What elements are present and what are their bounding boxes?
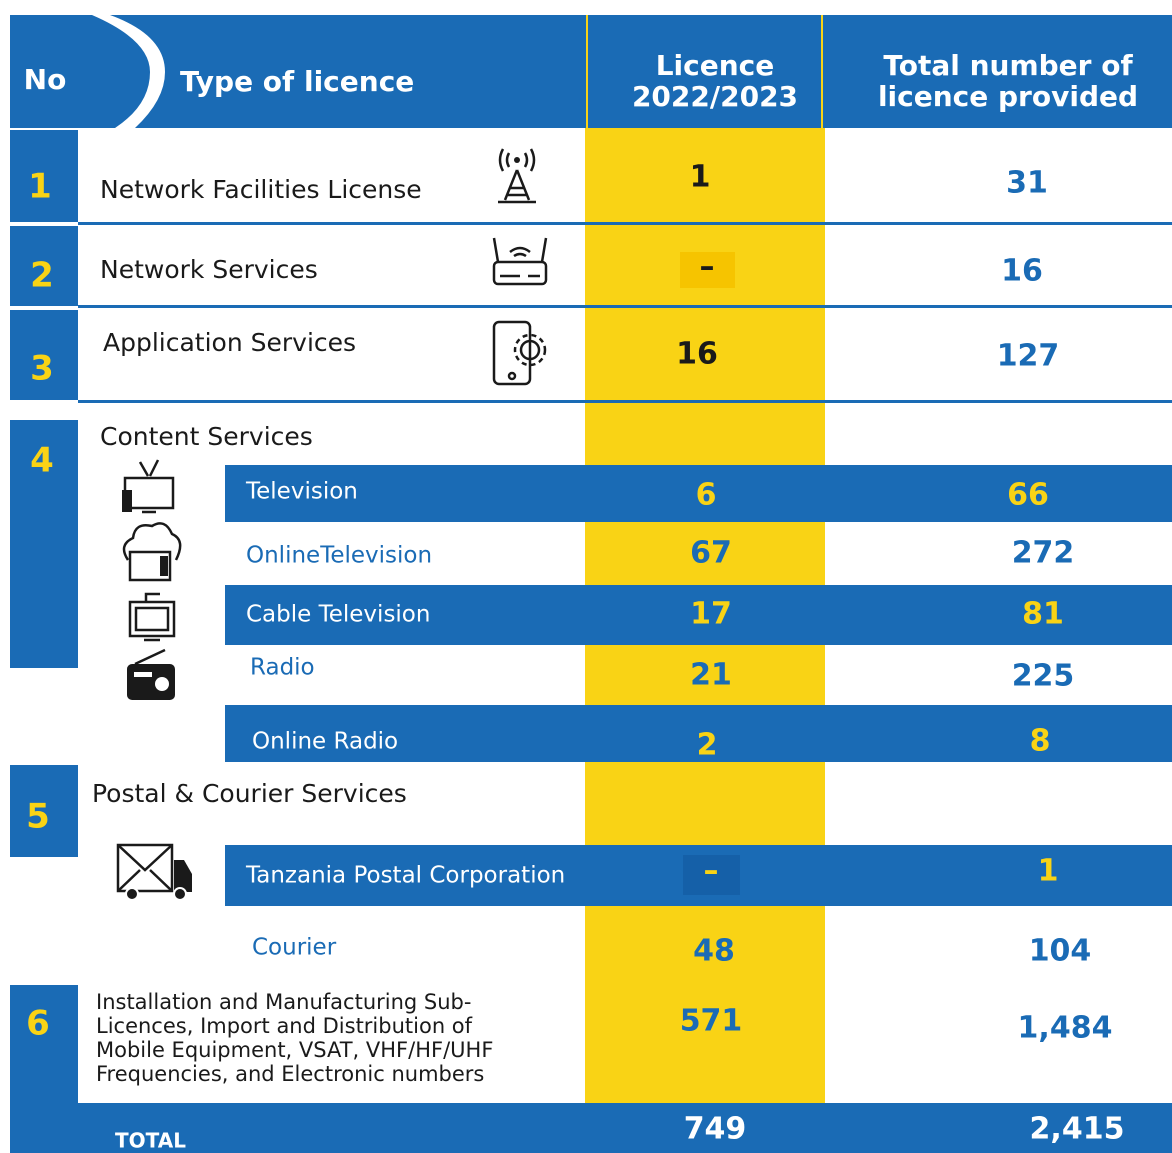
licence-count: – bbox=[704, 854, 719, 889]
licence-type: Network Facilities License bbox=[100, 175, 422, 204]
footer-band bbox=[10, 1103, 1172, 1153]
row-separator bbox=[78, 400, 1172, 403]
row-no: 4 bbox=[30, 441, 54, 481]
phone-gear-icon bbox=[492, 320, 547, 386]
header-arc bbox=[92, 15, 165, 128]
total-label: TOTAL bbox=[115, 1129, 186, 1153]
total-count: 127 bbox=[997, 339, 1060, 374]
header-licence: Licence bbox=[656, 49, 775, 82]
no-cell bbox=[10, 310, 78, 400]
header-no: No bbox=[24, 63, 67, 96]
sub-row-band bbox=[225, 585, 1172, 645]
total-count: 1 bbox=[1038, 854, 1059, 889]
radio-icon bbox=[127, 648, 175, 700]
dash-box bbox=[683, 855, 740, 895]
no-cell bbox=[10, 226, 78, 306]
licence-type: Mobile Equipment, VSAT, VHF/HF/UHF bbox=[96, 1038, 493, 1062]
total-count: 31 bbox=[1006, 166, 1048, 201]
licence-type: Postal & Courier Services bbox=[92, 779, 407, 808]
header-total: licence provided bbox=[878, 80, 1138, 113]
licence-type: Installation and Manufacturing Sub- bbox=[96, 990, 471, 1014]
total-count: 8 bbox=[1030, 724, 1051, 759]
tv-icon bbox=[122, 459, 175, 514]
sub-type: Cable Television bbox=[246, 602, 430, 628]
total-count: 1,484 bbox=[1018, 1011, 1113, 1046]
header-band bbox=[10, 15, 1172, 128]
row-no: 1 bbox=[28, 167, 52, 207]
licence-count: 1 bbox=[690, 160, 711, 195]
licence-count: 2 bbox=[697, 728, 718, 763]
no-cell bbox=[10, 985, 78, 1103]
total-licence: 749 bbox=[684, 1112, 747, 1147]
row-no: 6 bbox=[26, 1004, 50, 1044]
licence-type: Application Services bbox=[103, 328, 356, 357]
licence-count: 6 bbox=[696, 478, 717, 513]
licence-count: 16 bbox=[676, 337, 718, 372]
no-cell bbox=[10, 130, 78, 222]
cable-tv-icon bbox=[128, 592, 176, 642]
total-count: 104 bbox=[1029, 934, 1092, 969]
licence-type: Network Services bbox=[100, 255, 318, 284]
total-total: 2,415 bbox=[1030, 1112, 1125, 1147]
header-type: Type of licence bbox=[180, 65, 414, 98]
licence-count: 48 bbox=[693, 934, 735, 969]
total-count: 225 bbox=[1012, 659, 1075, 694]
total-count: 272 bbox=[1012, 536, 1075, 571]
sub-type: Radio bbox=[250, 655, 315, 681]
licence-count: 17 bbox=[690, 597, 732, 632]
header-licence: 2022/2023 bbox=[632, 80, 798, 113]
truck-icon bbox=[116, 843, 192, 901]
licence-count: – bbox=[700, 250, 715, 285]
sub-type: Television bbox=[245, 479, 358, 505]
sub-row-band bbox=[225, 465, 1172, 522]
header-total: Total number of bbox=[883, 49, 1133, 82]
tower-icon bbox=[498, 148, 536, 204]
dash-box bbox=[680, 252, 735, 288]
row-no: 2 bbox=[30, 256, 54, 296]
row-separator bbox=[78, 305, 1172, 308]
total-count: 16 bbox=[1001, 254, 1043, 289]
licence-count: 67 bbox=[690, 536, 732, 571]
licence-type: Content Services bbox=[100, 422, 313, 451]
total-count: 66 bbox=[1007, 478, 1049, 513]
sub-type: Online Radio bbox=[252, 729, 398, 755]
sub-type: OnlineTelevision bbox=[246, 543, 432, 569]
no-cell bbox=[10, 765, 78, 857]
no-cell bbox=[10, 420, 78, 668]
sub-type: Courier bbox=[252, 935, 337, 961]
sub-row-band bbox=[225, 705, 1172, 762]
row-no: 5 bbox=[26, 797, 50, 837]
licence-type: Licences, Import and Distribution of bbox=[96, 1014, 473, 1038]
row-no: 3 bbox=[30, 349, 54, 389]
licence-count: 571 bbox=[680, 1004, 743, 1039]
total-count: 81 bbox=[1022, 597, 1064, 632]
licence-type: Frequencies, and Electronic numbers bbox=[96, 1062, 484, 1086]
sub-type: Tanzania Postal Corporation bbox=[245, 863, 565, 889]
router-icon bbox=[492, 237, 548, 286]
row-separator bbox=[78, 222, 1172, 225]
licence-count: 21 bbox=[690, 658, 732, 693]
cloud-tv-icon bbox=[122, 522, 182, 582]
